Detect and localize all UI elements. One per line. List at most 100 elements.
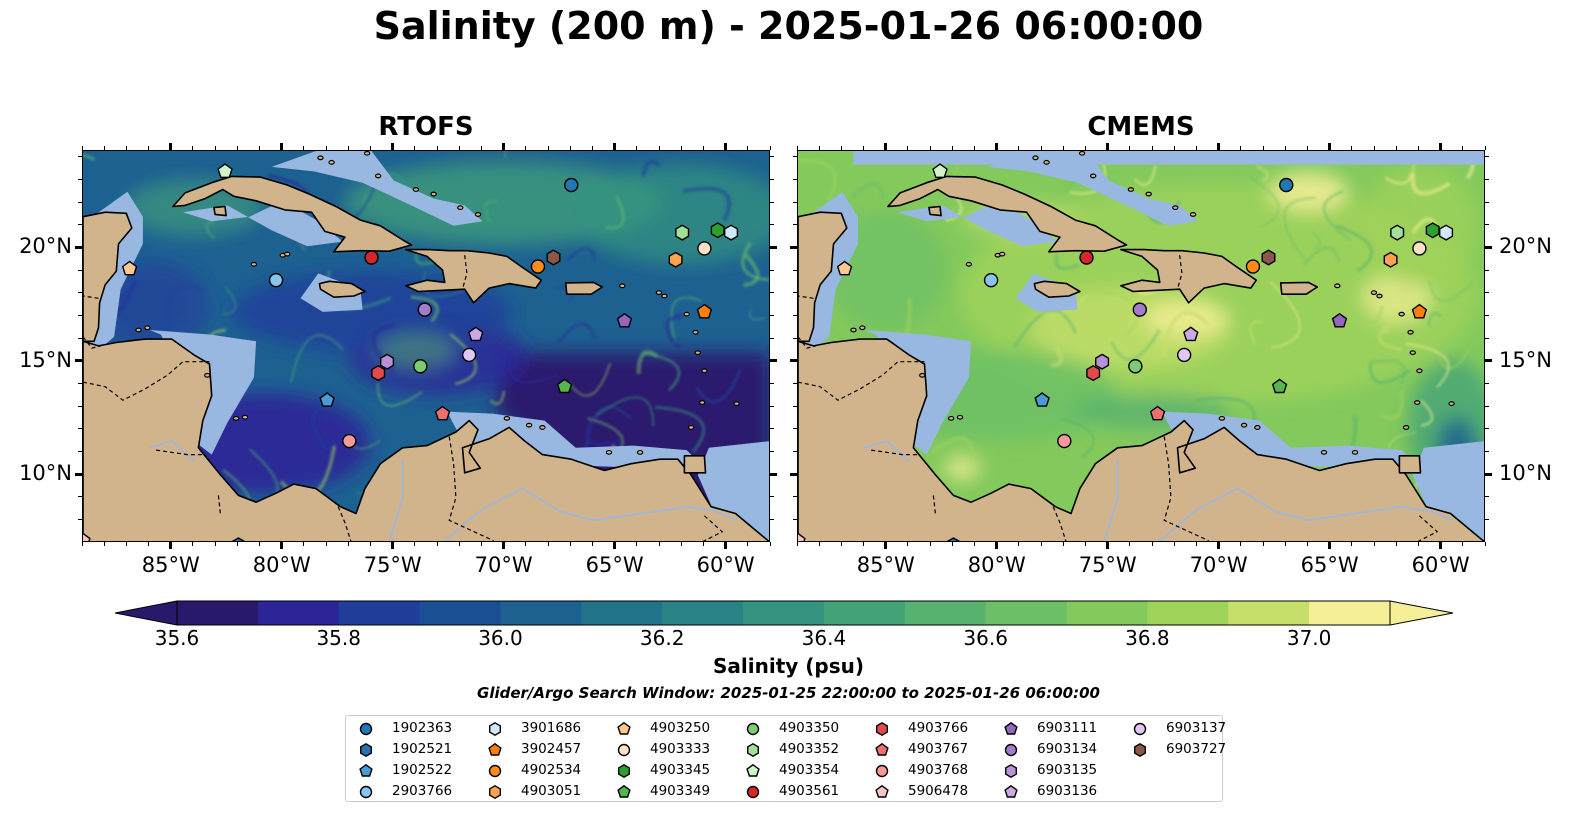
- lat-minor-tick: [78, 269, 82, 271]
- float-marker-1902363[interactable]: [564, 177, 579, 193]
- float-marker-4903250[interactable]: [836, 260, 853, 276]
- lat-tick-left: [790, 245, 797, 249]
- float-marker-4903350[interactable]: [1128, 359, 1143, 374]
- float-marker-1902363[interactable]: [1279, 177, 1294, 193]
- lat-tick-right: [1485, 472, 1492, 476]
- float-marker-6903134[interactable]: [1132, 302, 1147, 317]
- lon-minor-tick: [769, 146, 771, 150]
- float-marker-4902534[interactable]: [530, 259, 546, 274]
- float-marker-4902534[interactable]: [1245, 259, 1261, 274]
- float-marker-4903767[interactable]: [434, 405, 451, 421]
- lon-minor-tick: [951, 542, 953, 546]
- rtofs-salinity-field: [83, 151, 769, 543]
- float-marker-4903350[interactable]: [413, 359, 428, 374]
- lat-minor-tick: [770, 314, 774, 316]
- float-marker-6903111[interactable]: [616, 312, 633, 328]
- legend-label: 1902521: [392, 741, 453, 757]
- float-marker-4903561[interactable]: [1079, 250, 1094, 265]
- float-marker-4903768[interactable]: [1057, 433, 1072, 449]
- pentagon-marker-icon: [488, 742, 502, 756]
- float-marker-3902457[interactable]: [696, 303, 713, 319]
- float-marker-4903345[interactable]: [710, 222, 725, 239]
- float-marker-6903135[interactable]: [1095, 353, 1110, 370]
- float-marker-5906478[interactable]: [798, 532, 806, 543]
- lon-minor-tick: [1173, 146, 1175, 150]
- lon-tick-bottom: [884, 542, 888, 549]
- map-panel-rtofs[interactable]: [82, 150, 770, 542]
- lon-tick-top: [391, 143, 395, 150]
- float-marker-4903333[interactable]: [697, 241, 712, 256]
- lon-minor-tick: [747, 542, 749, 546]
- legend-label: 4903767: [908, 741, 969, 757]
- float-marker-1902522[interactable]: [1034, 392, 1050, 407]
- lon-minor-tick: [214, 542, 216, 546]
- lat-minor-tick: [1485, 201, 1489, 203]
- float-marker-4903767[interactable]: [1149, 405, 1166, 421]
- lon-tick-top: [280, 143, 284, 150]
- float-legend: 1902363 1902521 1902522 2903766 3901686 39024…: [345, 715, 1226, 802]
- float-marker-4903349[interactable]: [556, 378, 573, 394]
- lat-minor-tick: [1485, 224, 1489, 226]
- float-marker-3902457[interactable]: [1411, 303, 1428, 319]
- float-marker-6903137[interactable]: [461, 347, 477, 363]
- hexagon-marker-icon: [618, 763, 631, 779]
- lon-minor-tick: [325, 542, 327, 546]
- colorbar-segment: [904, 601, 987, 625]
- lon-minor-tick: [796, 146, 798, 150]
- circle-marker-icon: [359, 785, 373, 799]
- float-marker-1902521[interactable]: [946, 537, 961, 542]
- float-marker-6903111[interactable]: [1331, 312, 1348, 328]
- float-marker-1902522[interactable]: [319, 392, 335, 407]
- lat-minor-tick: [770, 382, 774, 384]
- lon-minor-tick: [1395, 146, 1397, 150]
- float-marker-6903136[interactable]: [468, 326, 484, 342]
- float-marker-4903051[interactable]: [668, 251, 683, 268]
- lon-minor-tick: [125, 146, 127, 150]
- circle-marker-icon: [875, 764, 889, 778]
- float-marker-4903354[interactable]: [932, 163, 948, 178]
- pentagon-marker-icon: [1004, 784, 1018, 798]
- float-marker-4903354[interactable]: [217, 163, 233, 178]
- lon-minor-tick: [796, 542, 798, 546]
- float-marker-2903766[interactable]: [268, 272, 284, 288]
- float-marker-4903766b[interactable]: [1086, 364, 1101, 382]
- lat-tick-right: [770, 359, 777, 363]
- float-marker-1902521[interactable]: [231, 537, 246, 542]
- lon-minor-tick: [1306, 146, 1308, 150]
- lon-minor-tick: [907, 542, 909, 546]
- float-marker-6903727[interactable]: [1261, 249, 1276, 266]
- legend-label: 2903766: [392, 783, 453, 799]
- float-marker-6903135[interactable]: [380, 353, 395, 370]
- lat-tick-right: [1485, 359, 1492, 363]
- float-marker-6903136[interactable]: [1183, 326, 1199, 342]
- lon-minor-tick: [658, 542, 660, 546]
- map-panel-cmems[interactable]: [797, 150, 1485, 542]
- float-marker-4903561[interactable]: [364, 250, 379, 265]
- float-marker-5906478[interactable]: [83, 532, 91, 543]
- float-marker-4903768[interactable]: [342, 433, 357, 449]
- float-marker-4903250[interactable]: [121, 260, 138, 276]
- legend-label: 5906478: [908, 783, 969, 799]
- float-marker-4903051[interactable]: [1383, 251, 1398, 268]
- lon-minor-tick: [1417, 542, 1419, 546]
- circle-marker-icon: [746, 722, 760, 736]
- lat-minor-tick: [1485, 518, 1489, 520]
- float-marker-4903349[interactable]: [1271, 378, 1288, 394]
- float-marker-3901686[interactable]: [724, 224, 739, 241]
- lat-minor-tick: [770, 518, 774, 520]
- float-marker-4903333[interactable]: [1412, 241, 1427, 256]
- float-marker-3901686[interactable]: [1439, 224, 1454, 241]
- lon-minor-tick: [1018, 146, 1020, 150]
- lon-tick-label: 85°W: [141, 553, 200, 577]
- lon-minor-tick: [303, 146, 305, 150]
- float-marker-6903137[interactable]: [1176, 347, 1192, 363]
- lat-tick-right: [770, 472, 777, 476]
- float-marker-4903766b[interactable]: [371, 364, 386, 382]
- float-marker-4903352[interactable]: [1390, 224, 1405, 241]
- cmems-salinity-field: [798, 151, 1484, 543]
- float-marker-4903345[interactable]: [1425, 222, 1440, 239]
- float-marker-6903134[interactable]: [417, 302, 432, 317]
- float-marker-2903766[interactable]: [983, 272, 999, 288]
- float-marker-6903727[interactable]: [546, 249, 561, 266]
- float-marker-4903352[interactable]: [675, 224, 690, 241]
